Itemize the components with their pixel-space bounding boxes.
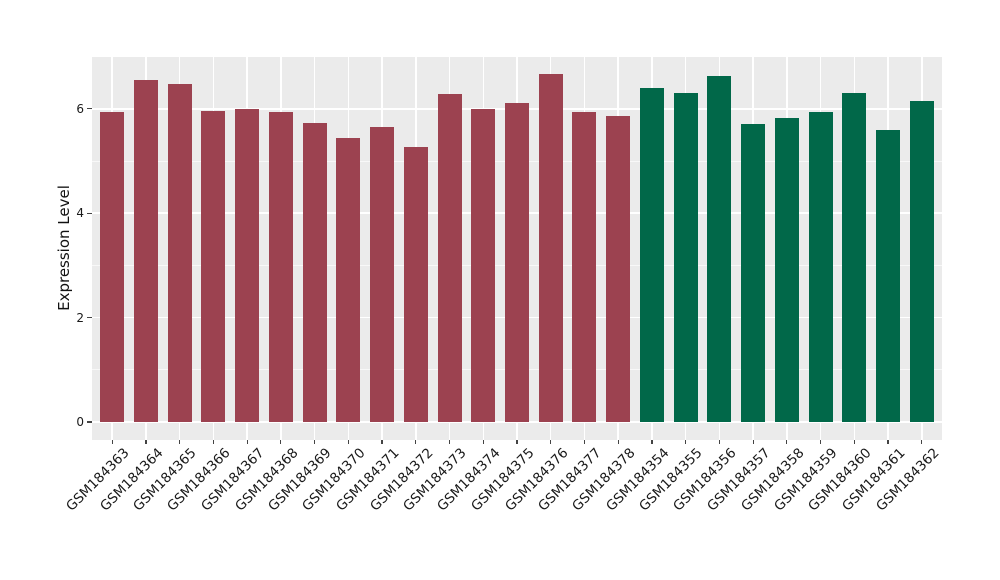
x-tick-mark [516, 440, 518, 444]
x-tick-mark [583, 440, 586, 444]
bar-GSM184369 [302, 123, 327, 422]
x-tick-mark [685, 440, 687, 444]
x-tick-mark [212, 440, 215, 444]
bar-GSM184366 [201, 110, 226, 422]
bar-GSM184361 [876, 130, 901, 422]
bar-GSM184370 [336, 138, 361, 422]
bar-GSM184359 [808, 112, 833, 422]
bar-GSM184373 [437, 93, 462, 422]
y-tick-label: 6 [76, 101, 84, 116]
bar-GSM184360 [842, 93, 867, 422]
bar-GSM184364 [133, 80, 158, 422]
y-tick-mark [87, 212, 92, 214]
bar-GSM184363 [100, 111, 125, 422]
x-tick-mark [448, 440, 451, 444]
x-tick-mark [718, 440, 720, 444]
bar-GSM184372 [403, 146, 428, 422]
x-tick-mark [280, 440, 282, 444]
plot-panel [92, 57, 942, 440]
x-tick-mark [246, 440, 248, 444]
y-tick-label: 4 [76, 206, 84, 221]
x-tick-mark [314, 440, 316, 444]
x-tick-mark [550, 440, 552, 444]
bar-GSM184356 [707, 75, 732, 422]
bar-GSM184367 [235, 108, 260, 422]
y-tick-mark [87, 421, 92, 423]
y-tick-label: 2 [76, 310, 84, 325]
bar-GSM184368 [268, 111, 293, 422]
bar-GSM184365 [167, 84, 192, 422]
bar-GSM184378 [606, 116, 631, 422]
x-tick-mark [887, 440, 889, 444]
bar-GSM184358 [774, 118, 799, 422]
x-tick-mark [651, 440, 653, 444]
x-tick-mark [617, 440, 619, 444]
bar-GSM184377 [572, 112, 597, 422]
x-tick-mark [819, 440, 822, 444]
x-tick-mark [752, 440, 754, 444]
x-tick-mark [482, 440, 484, 444]
x-tick-mark [179, 440, 181, 444]
bar-GSM184357 [741, 123, 766, 422]
bar-GSM184362 [909, 100, 934, 422]
x-tick-mark [786, 440, 788, 444]
y-tick-mark [87, 317, 92, 319]
bar-GSM184371 [370, 126, 395, 422]
bar-GSM184355 [673, 92, 698, 422]
bar-GSM184375 [505, 102, 529, 422]
x-tick-mark [381, 440, 383, 444]
y-tick-mark [87, 108, 92, 110]
x-tick-mark [111, 440, 113, 444]
bar-GSM184354 [639, 88, 664, 422]
x-tick-mark [921, 440, 923, 444]
x-tick-mark [853, 440, 855, 444]
bar-GSM184376 [538, 73, 563, 422]
bar-GSM184374 [471, 109, 496, 422]
x-tick-mark [347, 440, 349, 444]
x-tick-mark [415, 440, 417, 444]
x-tick-mark [145, 440, 147, 444]
y-axis-title-text: Expression Level [55, 185, 73, 311]
y-tick-label: 0 [76, 415, 84, 429]
